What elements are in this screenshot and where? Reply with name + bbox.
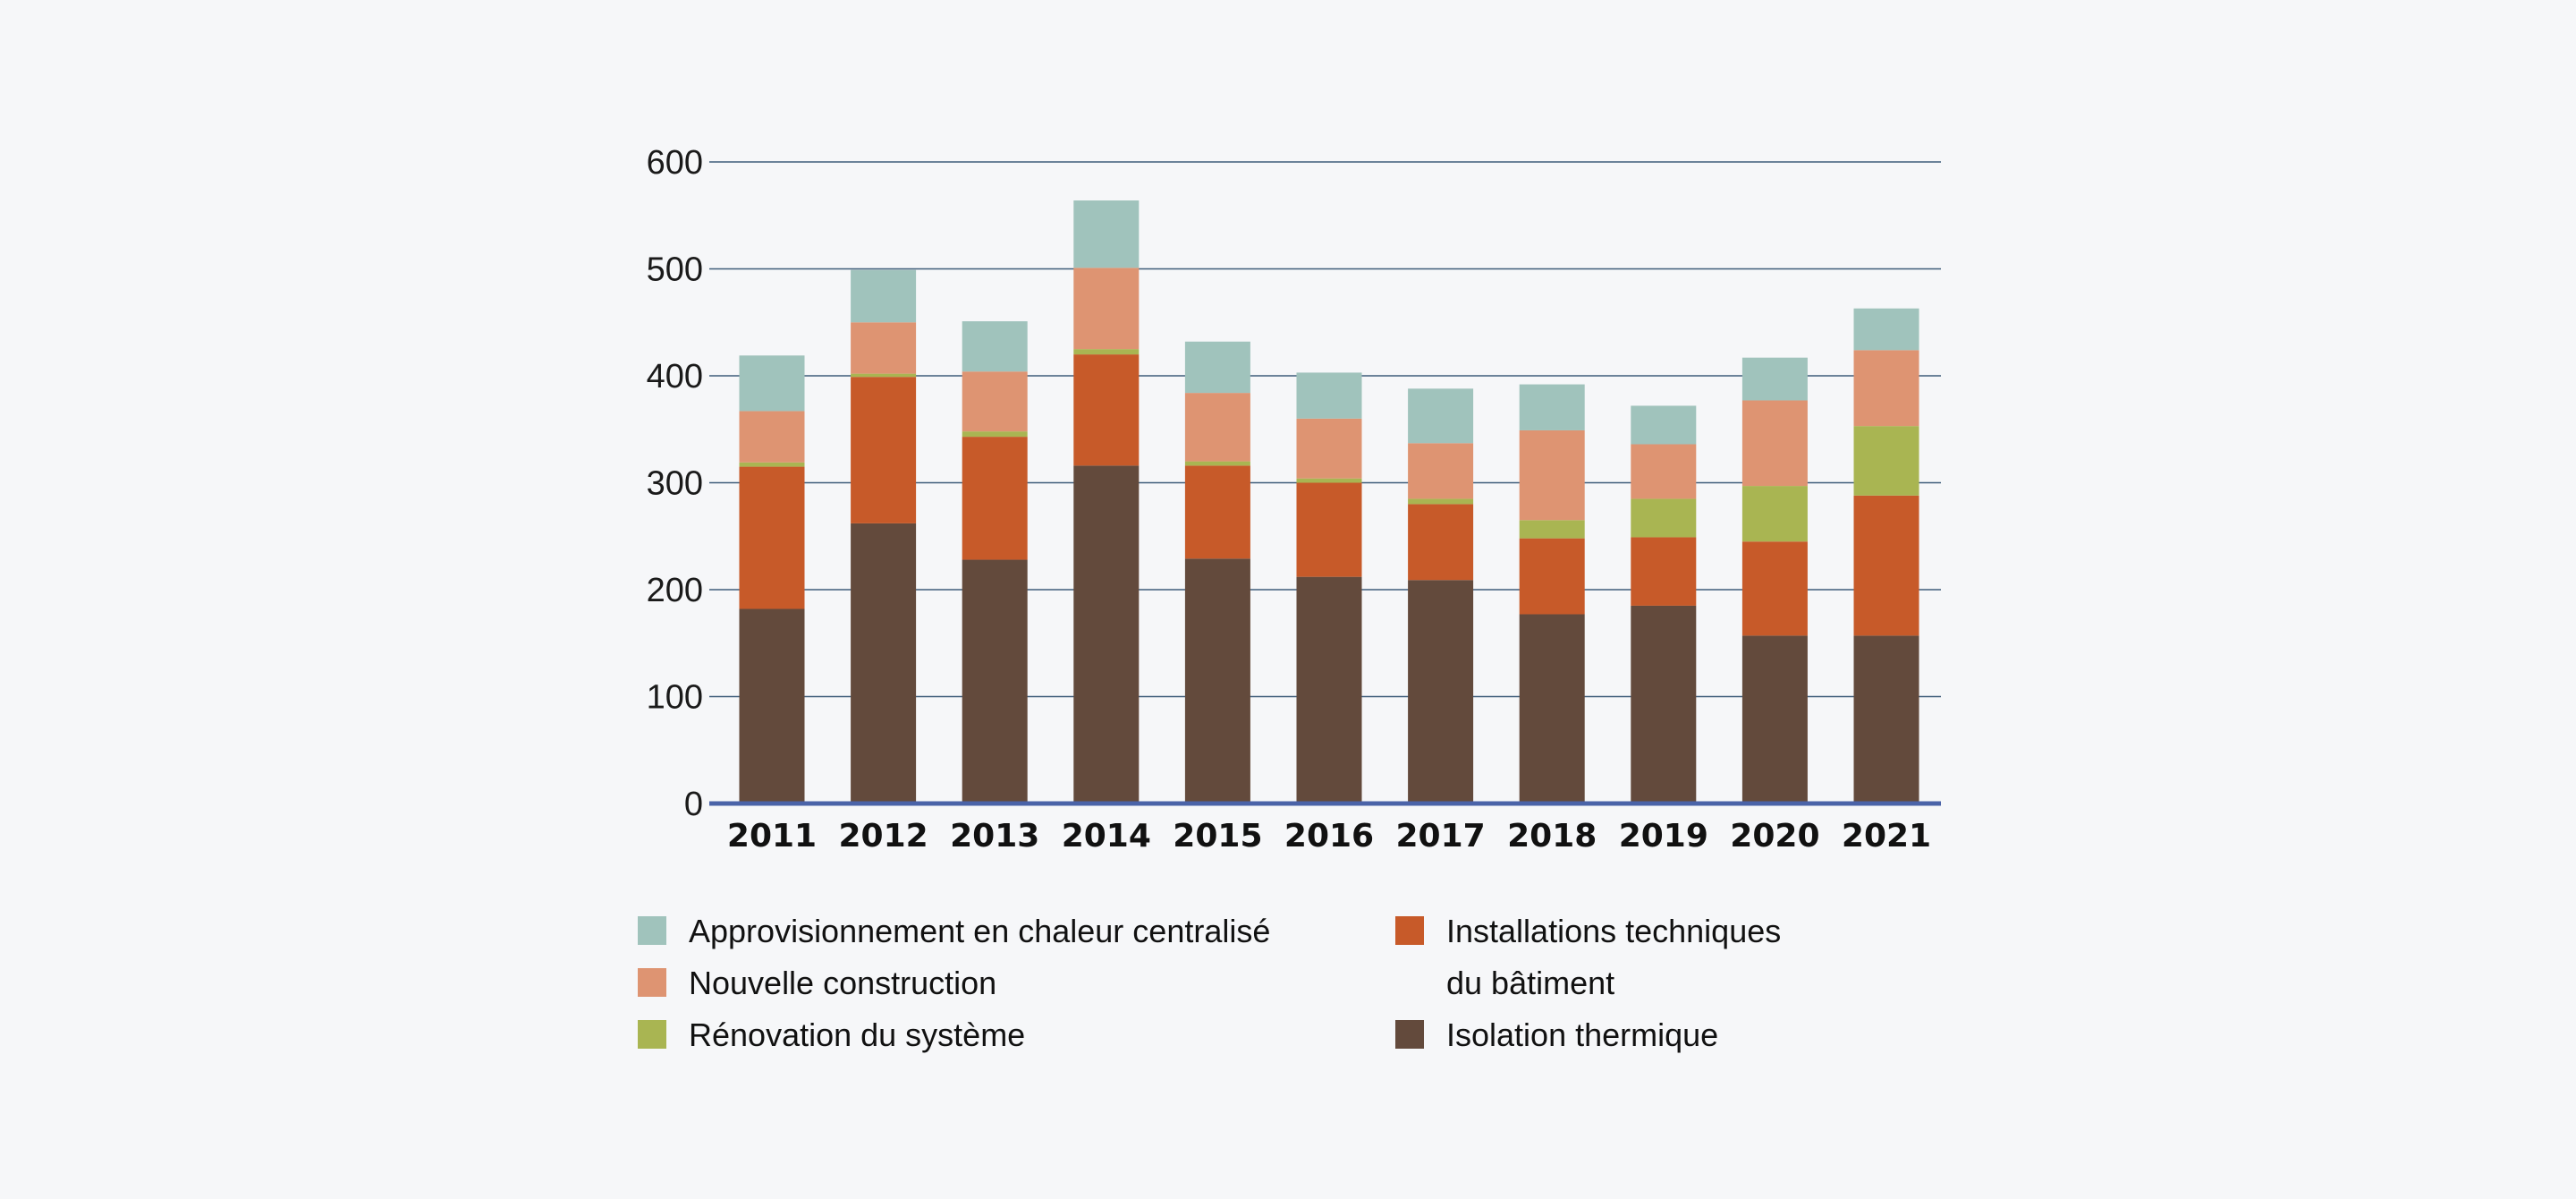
legend-label-renovation-du-systeme: Rénovation du système bbox=[689, 1016, 1025, 1053]
y-tick-label-600: 600 bbox=[647, 144, 703, 182]
bar-segment-2015-renovation-du-systeme bbox=[1184, 461, 1250, 466]
bar-segment-2015-nouvelle-construction bbox=[1184, 393, 1250, 462]
bar-segment-2017-nouvelle-construction bbox=[1408, 443, 1474, 499]
x-tick-label-2012: 2012 bbox=[838, 818, 928, 855]
legend-swatch-renovation-du-systeme bbox=[638, 1020, 666, 1049]
bar-segment-2012-isolation-thermique bbox=[851, 523, 917, 804]
legend-label-installations-techniques: Installations techniques bbox=[1446, 913, 1781, 949]
bar-segment-2014-installations-techniques-du-batiment bbox=[1073, 354, 1140, 466]
bar-segment-2015-installations-techniques-du-batiment bbox=[1184, 465, 1250, 559]
bar-segment-2016-renovation-du-systeme bbox=[1296, 478, 1362, 483]
bar-segment-2018-renovation-du-systeme bbox=[1519, 520, 1585, 539]
bar-segment-2011-isolation-thermique bbox=[739, 608, 805, 804]
legend-label-nouvelle-construction: Nouvelle construction bbox=[689, 965, 996, 1001]
bar-segment-2021-nouvelle-construction bbox=[1853, 350, 1919, 427]
bar-segment-2019-installations-techniques-du-batiment bbox=[1631, 537, 1697, 606]
legend-label-approvisionnement-en-chaleur-centralise: Approvisionnement en chaleur centralisé bbox=[689, 913, 1270, 949]
y-tick-label-300: 300 bbox=[647, 465, 703, 503]
x-tick-label-2015: 2015 bbox=[1173, 818, 1262, 855]
bar-segment-2019-nouvelle-construction bbox=[1631, 444, 1697, 499]
legend-label-installations-techniques-line2: du bâtiment bbox=[1446, 965, 1614, 1001]
bar-segment-2011-approvisionnement-en-chaleur-centralise bbox=[739, 355, 805, 412]
bar-segment-2020-nouvelle-construction bbox=[1741, 400, 1808, 487]
bar-segment-2021-approvisionnement-en-chaleur-centralise bbox=[1853, 308, 1919, 351]
bar-segment-2016-nouvelle-construction bbox=[1296, 418, 1362, 479]
bar-segment-2011-nouvelle-construction bbox=[739, 411, 805, 463]
y-tick-label-100: 100 bbox=[647, 679, 703, 717]
bar-segment-2012-renovation-du-systeme bbox=[851, 373, 917, 378]
bar-segment-2012-nouvelle-construction bbox=[851, 322, 917, 374]
bar-segment-2013-isolation-thermique bbox=[962, 559, 1028, 804]
x-tick-label-2014: 2014 bbox=[1062, 818, 1151, 855]
bar-segment-2013-approvisionnement-en-chaleur-centralise bbox=[962, 321, 1028, 372]
bar-segment-2017-approvisionnement-en-chaleur-centralise bbox=[1408, 388, 1474, 444]
bar-segment-2018-installations-techniques-du-batiment bbox=[1519, 538, 1585, 615]
x-tick-label-2018: 2018 bbox=[1507, 818, 1597, 855]
bar-segment-2021-isolation-thermique bbox=[1853, 635, 1919, 804]
legend-label-isolation-thermique: Isolation thermique bbox=[1446, 1016, 1718, 1053]
legend-swatch-installations-techniques bbox=[1395, 916, 1424, 945]
bar-segment-2011-renovation-du-systeme bbox=[739, 462, 805, 467]
bar-segment-2012-approvisionnement-en-chaleur-centralise bbox=[851, 269, 917, 323]
bar-segment-2013-nouvelle-construction bbox=[962, 371, 1028, 432]
bar-segment-2015-approvisionnement-en-chaleur-centralise bbox=[1184, 341, 1250, 394]
legend-swatch-nouvelle-construction bbox=[638, 968, 666, 997]
bar-segment-2013-installations-techniques-du-batiment bbox=[962, 437, 1028, 560]
bar-segment-2020-installations-techniques-du-batiment bbox=[1741, 541, 1808, 636]
x-tick-label-2020: 2020 bbox=[1730, 818, 1819, 855]
bar-segment-2020-approvisionnement-en-chaleur-centralise bbox=[1741, 357, 1808, 401]
bar-segment-2021-installations-techniques-du-batiment bbox=[1853, 495, 1919, 636]
legend-swatch-isolation-thermique bbox=[1395, 1020, 1424, 1049]
x-tick-label-2016: 2016 bbox=[1284, 818, 1374, 855]
bar-segment-2018-approvisionnement-en-chaleur-centralise bbox=[1519, 384, 1585, 430]
bar-segment-2014-isolation-thermique bbox=[1073, 465, 1140, 804]
bar-segment-2021-renovation-du-systeme bbox=[1853, 426, 1919, 496]
bar-segment-2014-approvisionnement-en-chaleur-centralise bbox=[1073, 200, 1140, 268]
bar-segment-2020-isolation-thermique bbox=[1741, 635, 1808, 804]
bar-segment-2016-approvisionnement-en-chaleur-centralise bbox=[1296, 372, 1362, 419]
x-tick-label-2017: 2017 bbox=[1395, 818, 1485, 855]
bar-segment-2011-installations-techniques-du-batiment bbox=[739, 466, 805, 609]
bar-segment-2019-isolation-thermique bbox=[1631, 605, 1697, 804]
bar-segment-2019-renovation-du-systeme bbox=[1631, 498, 1697, 538]
y-tick-label-500: 500 bbox=[647, 251, 703, 289]
bar-segment-2018-isolation-thermique bbox=[1519, 614, 1585, 804]
bar-segment-2020-renovation-du-systeme bbox=[1741, 486, 1808, 542]
bar-segment-2017-installations-techniques-du-batiment bbox=[1408, 504, 1474, 581]
bar-segment-2012-installations-techniques-du-batiment bbox=[851, 377, 917, 523]
bar-segment-2014-nouvelle-construction bbox=[1073, 268, 1140, 350]
bar-segment-2017-renovation-du-systeme bbox=[1408, 498, 1474, 505]
bar-segment-2019-approvisionnement-en-chaleur-centralise bbox=[1631, 405, 1697, 445]
bar-segment-2016-installations-techniques-du-batiment bbox=[1296, 482, 1362, 577]
x-tick-label-2021: 2021 bbox=[1842, 818, 1931, 855]
x-tick-label-2013: 2013 bbox=[950, 818, 1039, 855]
x-tick-label-2011: 2011 bbox=[727, 818, 817, 855]
bar-segment-2016-isolation-thermique bbox=[1296, 576, 1362, 804]
legend-swatch-approvisionnement-en-chaleur-centralise bbox=[638, 916, 666, 945]
bar-segment-2013-renovation-du-systeme bbox=[962, 431, 1028, 438]
bar-segment-2017-isolation-thermique bbox=[1408, 580, 1474, 804]
bar-segment-2015-isolation-thermique bbox=[1184, 558, 1250, 804]
bar-segment-2018-nouvelle-construction bbox=[1519, 429, 1585, 521]
y-tick-label-0: 0 bbox=[684, 786, 703, 823]
y-tick-label-400: 400 bbox=[647, 358, 703, 395]
bar-segment-2014-renovation-du-systeme bbox=[1073, 349, 1140, 355]
x-tick-label-2019: 2019 bbox=[1619, 818, 1708, 855]
y-tick-label-200: 200 bbox=[647, 572, 703, 609]
